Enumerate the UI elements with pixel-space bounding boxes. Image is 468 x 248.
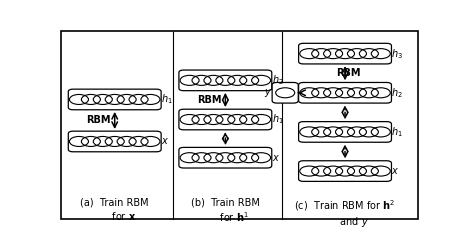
Text: (c)  Train RBM for $\mathbf{h}^2$
      and $y$: (c) Train RBM for $\mathbf{h}^2$ and $y$ bbox=[294, 198, 395, 229]
FancyBboxPatch shape bbox=[272, 83, 298, 103]
Text: $x$: $x$ bbox=[161, 136, 169, 147]
FancyBboxPatch shape bbox=[179, 147, 272, 168]
Text: $h_2$: $h_2$ bbox=[272, 73, 284, 87]
Text: $y$: $y$ bbox=[264, 87, 272, 99]
FancyBboxPatch shape bbox=[61, 31, 418, 219]
Text: $h_3$: $h_3$ bbox=[391, 47, 403, 61]
Text: $h_2$: $h_2$ bbox=[391, 86, 403, 100]
Text: $h_1$: $h_1$ bbox=[272, 113, 284, 126]
FancyBboxPatch shape bbox=[299, 43, 391, 64]
Text: RBM: RBM bbox=[336, 68, 361, 78]
Text: RBM: RBM bbox=[86, 116, 110, 125]
FancyBboxPatch shape bbox=[68, 131, 161, 152]
Text: $h_1$: $h_1$ bbox=[161, 93, 173, 106]
FancyBboxPatch shape bbox=[179, 70, 272, 91]
Text: (a)  Train RBM
      for $\mathbf{x}$: (a) Train RBM for $\mathbf{x}$ bbox=[80, 198, 149, 222]
Text: $x$: $x$ bbox=[391, 166, 400, 176]
FancyBboxPatch shape bbox=[299, 161, 391, 181]
FancyBboxPatch shape bbox=[179, 109, 272, 130]
Text: RBM: RBM bbox=[197, 95, 221, 105]
FancyBboxPatch shape bbox=[299, 83, 391, 103]
FancyBboxPatch shape bbox=[299, 122, 391, 142]
Text: (b)  Train RBM
      for $\mathbf{h}^1$: (b) Train RBM for $\mathbf{h}^1$ bbox=[191, 198, 260, 224]
Text: $x$: $x$ bbox=[272, 153, 280, 163]
FancyBboxPatch shape bbox=[68, 89, 161, 110]
Text: $h_1$: $h_1$ bbox=[391, 125, 403, 139]
